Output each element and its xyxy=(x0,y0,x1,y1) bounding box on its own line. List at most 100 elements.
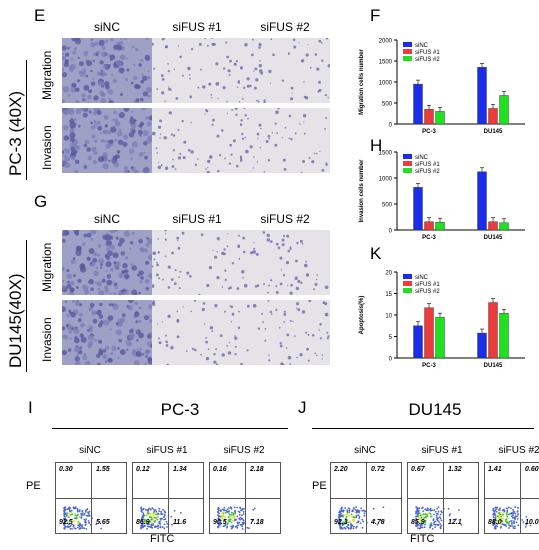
row-label-migration-du145: Migration xyxy=(40,242,54,292)
y-tick-label: 1000 xyxy=(379,177,393,183)
quadrant-value-ul: 0.30 xyxy=(59,466,73,473)
flow-plot-label: siNC xyxy=(79,445,101,456)
bar-sifus-1 xyxy=(424,221,434,231)
bar-sifus-1 xyxy=(424,109,434,125)
flow-scatter-plot: 0.12 1.34 86.9 11.6 xyxy=(132,462,204,534)
micrograph-image xyxy=(62,38,152,103)
quadrant-value-lr: 12.1 xyxy=(448,519,462,526)
quadrant-value-ur: 0.72 xyxy=(371,466,385,473)
flow-axis-pe-pc3: PE xyxy=(26,480,41,492)
legend-label: siFUS #2 xyxy=(415,169,440,175)
y-tick-label: 500 xyxy=(382,102,393,108)
panel-label-i: I xyxy=(28,398,33,417)
migration-bar-chart: 0 500 1000 1500 2000 Migration cells number PC… xyxy=(359,39,525,135)
quadrant-value-ll: 92.3 xyxy=(334,519,348,526)
side-label-pc3: PC-3 (40X) xyxy=(6,90,25,176)
col-label-sinc-bottom: siNC xyxy=(94,212,120,226)
bar-sinc xyxy=(477,171,487,231)
x-tick-label: DU145 xyxy=(484,235,503,241)
y-tick-label: 0 xyxy=(389,229,393,235)
quadrant-value-ul: 0.16 xyxy=(213,466,227,473)
y-axis-label: Invasion cells number xyxy=(359,159,365,223)
y-tick-label: 15 xyxy=(385,292,392,298)
flow-scatter-plot: 1.41 0.60 88.0 10.00 xyxy=(484,462,539,534)
quadrant-value-ul: 1.41 xyxy=(488,466,502,473)
quadrant-value-ll: 88.0 xyxy=(488,519,502,526)
flow-title-du145: DU145 xyxy=(408,400,462,419)
bar-sifus-2 xyxy=(499,222,509,231)
quadrant-value-ll: 85.9 xyxy=(411,519,425,526)
row-label-invasion-pc3: Invasion xyxy=(40,125,54,170)
panel-label-k: K xyxy=(370,244,382,263)
x-tick-label: PC-3 xyxy=(422,363,436,369)
legend-label: siNC xyxy=(415,43,429,49)
flow-plot-label: siFUS #1 xyxy=(421,445,463,456)
y-tick-label: 2000 xyxy=(379,39,393,45)
bar-sifus-2 xyxy=(435,111,445,125)
y-tick-label: 500 xyxy=(382,203,393,209)
y-tick-label: 1500 xyxy=(379,151,393,157)
bar-sifus-2 xyxy=(435,221,445,231)
legend-swatch xyxy=(403,161,412,166)
panel-label-g: G xyxy=(34,192,48,211)
bar-sifus-2 xyxy=(499,95,509,125)
micrograph-image xyxy=(240,38,330,103)
legend-label: siFUS #2 xyxy=(415,289,440,295)
micrograph-image xyxy=(240,230,330,295)
micrograph-image xyxy=(152,38,242,103)
bar-sifus-2 xyxy=(499,313,509,359)
micrograph-image xyxy=(152,108,242,173)
bar-sinc xyxy=(477,332,487,359)
y-tick-label: 20 xyxy=(385,271,392,277)
quadrant-value-ur: 1.32 xyxy=(448,466,462,473)
y-tick-label: 10 xyxy=(385,314,392,320)
x-tick-label: DU145 xyxy=(484,129,503,135)
legend-label: siNC xyxy=(415,275,429,281)
micrograph-image xyxy=(240,300,330,365)
micrograph-image xyxy=(62,300,152,365)
flow-axis-fitc-du145: FITC xyxy=(410,533,435,545)
quadrant-value-lr: 5.65 xyxy=(96,519,110,526)
legend-swatch xyxy=(403,154,412,159)
flow-scatter-plot: 0.16 2.18 90.5 7.18 xyxy=(209,462,281,534)
flow-scatter-plot: 0.67 1.32 85.9 12.1 xyxy=(407,462,479,534)
quadrant-value-ul: 2.20 xyxy=(334,466,348,473)
legend-label: siFUS #1 xyxy=(415,50,440,56)
y-tick-label: 1000 xyxy=(379,81,393,87)
bar-sifus-2 xyxy=(435,316,445,359)
flow-axis-fitc-pc3: FITC xyxy=(150,533,175,545)
quadrant-value-ur: 1.55 xyxy=(96,466,110,473)
y-tick-label: 1500 xyxy=(379,60,393,66)
panel-label-e: E xyxy=(34,6,46,25)
flow-plot-label: siFUS #2 xyxy=(498,445,539,456)
quadrant-value-lr: 4.78 xyxy=(371,519,385,526)
panel-label-h: H xyxy=(370,136,383,155)
bar-sinc xyxy=(413,83,423,125)
row-label-invasion-du145: Invasion xyxy=(40,317,54,362)
y-tick-label: 0 xyxy=(389,357,393,363)
quadrant-value-lr: 10.00 xyxy=(525,519,539,526)
quadrant-value-ul: 0.67 xyxy=(411,466,425,473)
legend-swatch xyxy=(403,288,412,293)
y-tick-label: 0 xyxy=(389,123,393,129)
bar-sifus-1 xyxy=(488,108,498,125)
flow-plot-label: siNC xyxy=(354,445,376,456)
micrograph-image xyxy=(62,230,152,295)
flow-axis-pe-du145: PE xyxy=(312,480,327,492)
y-axis-label: Migration cells number xyxy=(359,49,365,115)
legend-swatch xyxy=(403,274,412,279)
x-tick-label: PC-3 xyxy=(422,129,436,135)
legend-label: siNC xyxy=(415,155,429,161)
legend-label: siFUS #1 xyxy=(415,282,440,288)
quadrant-value-ul: 0.12 xyxy=(136,466,150,473)
quadrant-value-ur: 2.18 xyxy=(250,466,264,473)
col-label-sifus1-top: siFUS #1 xyxy=(172,20,222,34)
legend-swatch xyxy=(403,42,412,47)
legend-swatch xyxy=(403,56,412,61)
bar-sinc xyxy=(477,67,487,125)
bar-sifus-1 xyxy=(488,302,498,359)
micrograph-image xyxy=(240,108,330,173)
x-tick-label: PC-3 xyxy=(422,235,436,241)
flow-plot-label: siFUS #1 xyxy=(146,445,188,456)
bar-sifus-1 xyxy=(488,221,498,231)
